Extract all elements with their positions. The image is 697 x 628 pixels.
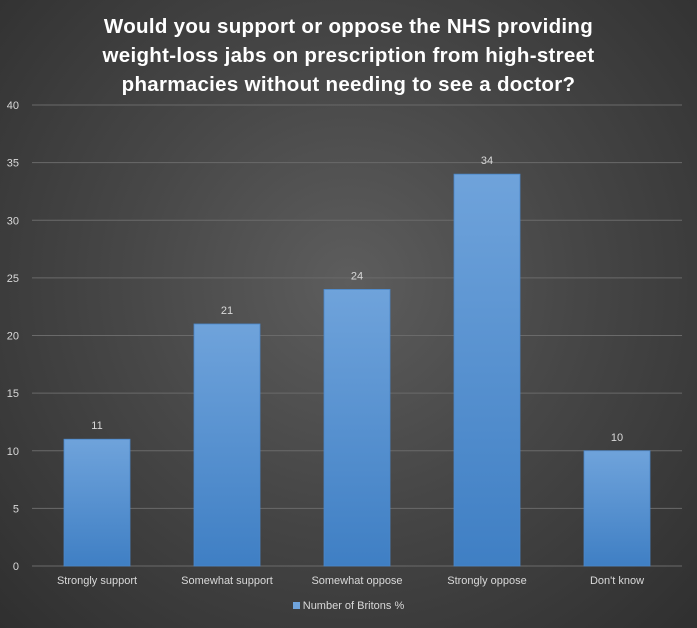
bar: [453, 173, 521, 567]
bar: [193, 323, 261, 567]
y-tick-label: 40: [7, 100, 19, 112]
x-tick-label: Strongly support: [57, 575, 137, 587]
data-label: 24: [351, 270, 363, 282]
chart-title-line: pharmacies without needing to see a doct…: [121, 73, 576, 96]
x-tick-label: Don't know: [590, 575, 644, 587]
legend-swatch: [292, 602, 300, 609]
bar: [63, 438, 131, 567]
bar: [583, 450, 651, 567]
chart-title-line: Would you support or oppose the NHS prov…: [103, 15, 594, 38]
legend-label: Number of Britons %: [302, 600, 405, 612]
x-tick-label: Somewhat support: [181, 575, 273, 587]
bar: [323, 288, 391, 567]
y-tick-label: 10: [7, 446, 19, 458]
legend: Number of Britons %: [0, 600, 697, 612]
chart-title-line: weight-loss jabs on prescription from hi…: [102, 44, 595, 67]
y-tick-label: 5: [13, 503, 19, 515]
y-tick-label: 15: [7, 388, 19, 400]
data-label: 34: [481, 155, 493, 167]
x-tick-label: Somewhat oppose: [311, 575, 402, 587]
data-label: 11: [91, 420, 102, 432]
y-tick-label: 25: [7, 273, 19, 285]
y-tick-label: 20: [7, 331, 19, 343]
chart-title: Would you support or oppose the NHS prov…: [70, 12, 627, 99]
y-tick-label: 35: [7, 158, 19, 170]
y-tick-label: 0: [13, 561, 19, 573]
x-tick-label: Strongly oppose: [447, 575, 527, 587]
y-tick-label: 30: [7, 215, 19, 227]
data-label: 21: [221, 305, 233, 317]
data-label: 10: [611, 432, 623, 444]
